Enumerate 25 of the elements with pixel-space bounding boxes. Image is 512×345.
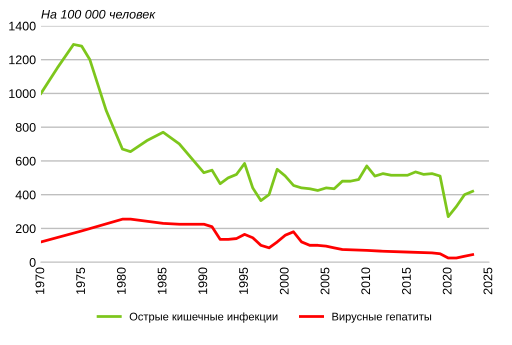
y-tick-label: 1400 (9, 22, 36, 31)
x-tick-label: 2025 (483, 268, 492, 294)
legend-label: Острые кишечные инфекции (130, 312, 278, 323)
x-tick-label: 1970 (35, 268, 44, 294)
y-tick-label: 400 (16, 190, 36, 200)
x-tick-label: 1975 (76, 268, 86, 294)
x-tick-label: 2020 (442, 268, 452, 294)
x-tick-label: 2015 (402, 268, 411, 294)
x-tick-label: 2005 (320, 268, 330, 294)
legend-label: Вирусные гепатиты (332, 312, 432, 323)
x-tick-label: 1990 (198, 268, 208, 294)
x-tick-label: 1995 (239, 268, 248, 294)
y-tick-label: 600 (16, 156, 36, 166)
y-tick-label: 0 (30, 258, 36, 267)
x-tick-label: 1980 (116, 268, 126, 294)
y-tick-label: 200 (16, 224, 36, 234)
y-tick-label: 1200 (9, 55, 36, 64)
line-series (40, 218, 474, 260)
line-series (40, 43, 474, 218)
x-tick-label: 1985 (158, 268, 166, 294)
x-tick-label: 2000 (280, 268, 289, 294)
y-tick-label: 1000 (9, 89, 36, 98)
y-tick-label: 800 (16, 122, 36, 132)
x-tick-label: 2010 (361, 268, 370, 294)
chart-title: На 100 000 человек (41, 10, 156, 19)
